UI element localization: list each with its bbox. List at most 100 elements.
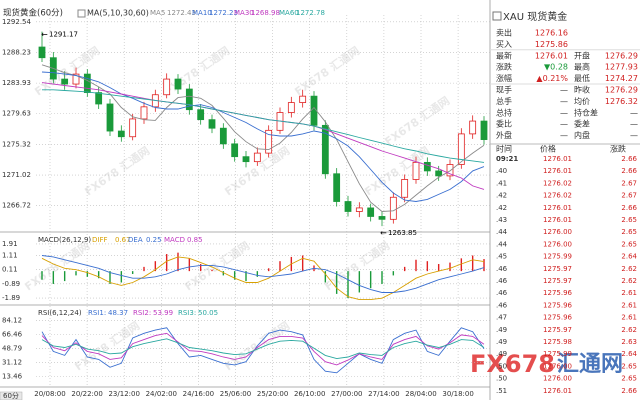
tick-price: 1276.00 (543, 375, 572, 383)
quote-value: 1276.01 (535, 51, 568, 60)
ma-label: MA(5,10,30,60) (87, 9, 149, 18)
tick-header: 时间 (496, 144, 512, 154)
tick-price: 1275.96 (543, 314, 572, 322)
logo-brand: FX678 (470, 350, 555, 378)
candle-body (219, 127, 227, 145)
high-label: 1291.17 (49, 31, 78, 39)
tick-change: 2.65 (621, 362, 637, 370)
ma-line (41, 64, 485, 212)
rsi-legend-name: RSI2: (133, 309, 151, 317)
y-tick-label: 1266.72 (2, 202, 31, 210)
macd-legend-name: MACD (164, 236, 185, 244)
macd-legend-value: 0.85 (187, 236, 203, 244)
y-tick-label: 0.11 (2, 266, 18, 274)
tick-time: .40 (496, 167, 507, 175)
tick-change: 2.65 (621, 375, 637, 383)
quote-value: — (560, 131, 568, 140)
tick-price: 1275.97 (543, 277, 572, 285)
y-tick-label: -0.89 (2, 280, 20, 288)
ma-value: 1272.43 (167, 9, 196, 17)
candle-body (38, 46, 46, 59)
tick-change: 2.62 (621, 265, 637, 273)
quote-label: 最新 (496, 50, 512, 60)
period-tab[interactable]: 60分 (3, 391, 19, 400)
candle-body (231, 143, 239, 158)
tick-time: .46 (496, 277, 508, 285)
quote-label: 委比 (496, 119, 512, 129)
quote-value: 1276.29 (605, 51, 638, 60)
candle-body (61, 78, 69, 85)
candle-body (355, 207, 363, 212)
quote-value: 1277.93 (605, 63, 638, 72)
tick-price: 1275.96 (543, 301, 572, 309)
ma-value: 1272.78 (296, 9, 325, 17)
quote-label: 委差 (574, 119, 590, 129)
tick-time: .50 (496, 375, 507, 383)
ma-value: 1268.98 (251, 9, 280, 17)
candle-body (446, 164, 454, 177)
tick-change: 2.61 (621, 289, 637, 297)
tick-price: 1276.01 (543, 155, 572, 163)
macd-label: MACD(26,12,9) (38, 236, 91, 244)
low-arrow: ← (380, 229, 387, 238)
tick-price: 1275.98 (543, 338, 572, 346)
candle-body (321, 124, 329, 175)
quote-value: 1274.27 (605, 74, 638, 83)
rsi-legend-value: 53.99 (153, 309, 173, 317)
rsi-legend-name: RSI3: (178, 309, 196, 317)
tick-time: .49 (496, 338, 507, 346)
logo-name: 汇通网 (557, 352, 623, 377)
candle-body (174, 78, 182, 90)
y-tick-label: 1279.63 (2, 110, 31, 118)
candle-body (253, 152, 261, 163)
candle-body (435, 170, 443, 177)
quote-value: — (560, 120, 568, 129)
tick-change: 2.62 (621, 277, 637, 285)
candle-body (457, 133, 465, 165)
tick-change: 2.65 (621, 228, 637, 236)
macd-legend-name: DIFF (92, 236, 108, 244)
high-arrow: ← (41, 30, 48, 39)
ma-checkbox[interactable] (77, 9, 86, 18)
quote-label: 最低 (574, 73, 590, 83)
quote-label: 昨收 (574, 85, 590, 95)
quote-label: 总持 (496, 107, 512, 117)
tick-time: .43 (496, 216, 507, 224)
candle-body (401, 179, 409, 198)
candle-body (140, 106, 148, 120)
quote-value: — (560, 97, 568, 106)
candle-body (129, 118, 137, 138)
tick-price: 1276.02 (543, 179, 572, 187)
tick-change: 2.63 (621, 338, 637, 346)
tick-price: 1276.02 (543, 192, 572, 200)
tick-price: 1276.00 (543, 362, 572, 370)
quote-label: 涨跌 (496, 62, 512, 72)
x-tick-label: 25/20:00 (257, 390, 288, 398)
tick-price: 1275.97 (543, 326, 572, 334)
x-tick-label: 27/00:00 (331, 390, 362, 398)
quote-label: 均价 (574, 96, 590, 106)
candle-body (83, 73, 91, 93)
y-tick-label: 66.46 (2, 330, 23, 338)
tick-time: .41 (496, 179, 507, 187)
tick-price: 1276.01 (543, 204, 572, 212)
quote-label: 现手 (496, 85, 512, 95)
period-tab-bg[interactable] (0, 391, 23, 400)
tick-price: 1275.99 (543, 350, 572, 358)
tick-change: 2.61 (621, 314, 637, 322)
candle-body (242, 156, 250, 163)
tick-time: .46 (496, 265, 508, 273)
y-tick-label: 1271.02 (2, 171, 31, 179)
tick-price: 1276.01 (543, 167, 572, 175)
ma-name: MA30 (234, 9, 254, 17)
tick-time: .44 (496, 228, 508, 236)
quote-value: 1275.86 (535, 40, 568, 49)
x-tick-label: 26/10:00 (294, 390, 325, 398)
quote-value: ▲0.21% (536, 74, 568, 83)
candle-body (265, 129, 273, 154)
icon[interactable] (492, 11, 502, 21)
quote-value: 1276.32 (605, 97, 638, 106)
ma-line (41, 71, 485, 202)
